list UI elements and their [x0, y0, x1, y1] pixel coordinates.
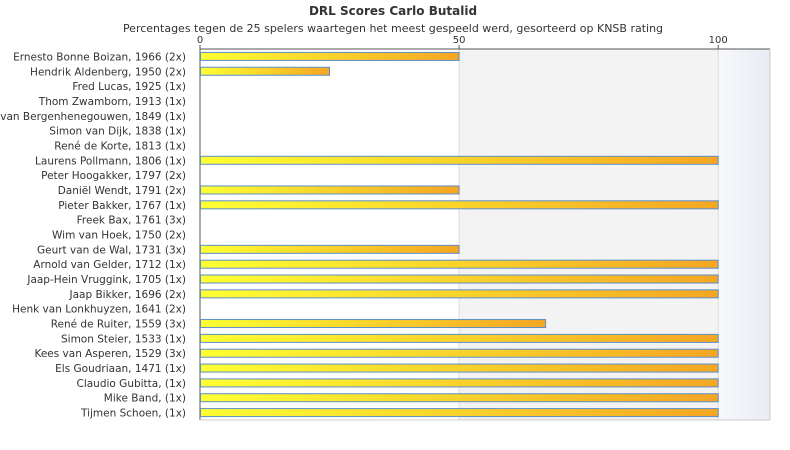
bar: [200, 200, 719, 210]
category-label: Hendrik Aldenberg, 1950 (2x): [30, 66, 186, 78]
bar: [200, 408, 719, 418]
category-label: Els Goudriaan, 1471 (1x): [55, 363, 186, 375]
category-label: Daniël Wendt, 1791 (2x): [58, 185, 186, 197]
category-label: Kees van Asperen, 1529 (3x): [34, 348, 186, 360]
bar: [200, 348, 719, 358]
bar: [200, 155, 719, 165]
category-label: Laurens Pollmann, 1806 (1x): [35, 155, 186, 167]
plot-band-edge: [718, 49, 770, 420]
category-label: René de Ruiter, 1559 (3x): [51, 319, 186, 331]
bar: [200, 51, 460, 61]
category-label: René de Korte, 1813 (1x): [54, 140, 186, 152]
category-label: Henk van Lonkhuyzen, 1641 (2x): [12, 304, 186, 316]
tick-label: 50: [453, 35, 466, 46]
chart-title: DRL Scores Carlo Butalid: [308, 4, 478, 18]
category-label: Thom Zwamborn, 1913 (1x): [38, 96, 186, 108]
bar: [200, 333, 719, 343]
category-label: Fred Lucas, 1925 (1x): [72, 81, 186, 93]
category-label: Tijmen Schoen, (1x): [80, 408, 186, 420]
chart-subtitle: Percentages tegen de 25 spelers waartege…: [122, 22, 664, 35]
category-label: Arnold van Gelder, 1712 (1x): [33, 259, 186, 271]
bar: [200, 259, 719, 269]
category-label: Ernesto Bonne Boizan, 1966 (2x): [13, 51, 186, 63]
category-label: Jaap Bikker, 1696 (2x): [69, 289, 186, 301]
x-axis-ticks: 0 50 100: [197, 35, 728, 49]
bar: [200, 66, 331, 76]
bar: [200, 378, 719, 388]
tick-label: 0: [197, 35, 203, 46]
category-label: Jaap-Hein Vruggink, 1705 (1x): [26, 274, 186, 286]
grid-lines: [199, 48, 771, 421]
category-label: Simon Steier, 1533 (1x): [61, 333, 186, 345]
category-label: Wim van Hoek, 1750 (2x): [52, 230, 186, 242]
bar: [200, 393, 719, 403]
category-label: Simon van Dijk, 1838 (1x): [49, 126, 186, 138]
category-label: van Bergenhenegouwen, 1849 (1x): [0, 111, 186, 123]
bar: [200, 363, 719, 373]
bar: [200, 319, 547, 329]
plot-band: [459, 49, 719, 420]
category-label: Pieter Bakker, 1767 (1x): [58, 200, 186, 212]
bar: [200, 244, 460, 254]
category-label: Geurt van de Wal, 1731 (3x): [37, 244, 186, 256]
bar: [200, 274, 719, 284]
category-labels: Ernesto Bonne Boizan, 1966 (2x) Hendrik A…: [0, 51, 186, 419]
tick-label: 100: [709, 35, 728, 46]
bars: [200, 51, 719, 418]
plot-background: [200, 49, 770, 420]
category-label: Freek Bax, 1761 (3x): [77, 215, 186, 227]
bar: [200, 185, 460, 195]
category-label: Peter Hoogakker, 1797 (2x): [41, 170, 186, 182]
category-label: Mike Band, (1x): [104, 393, 186, 405]
bar: [200, 289, 719, 299]
category-label: Claudio Gubitta, (1x): [77, 378, 187, 390]
